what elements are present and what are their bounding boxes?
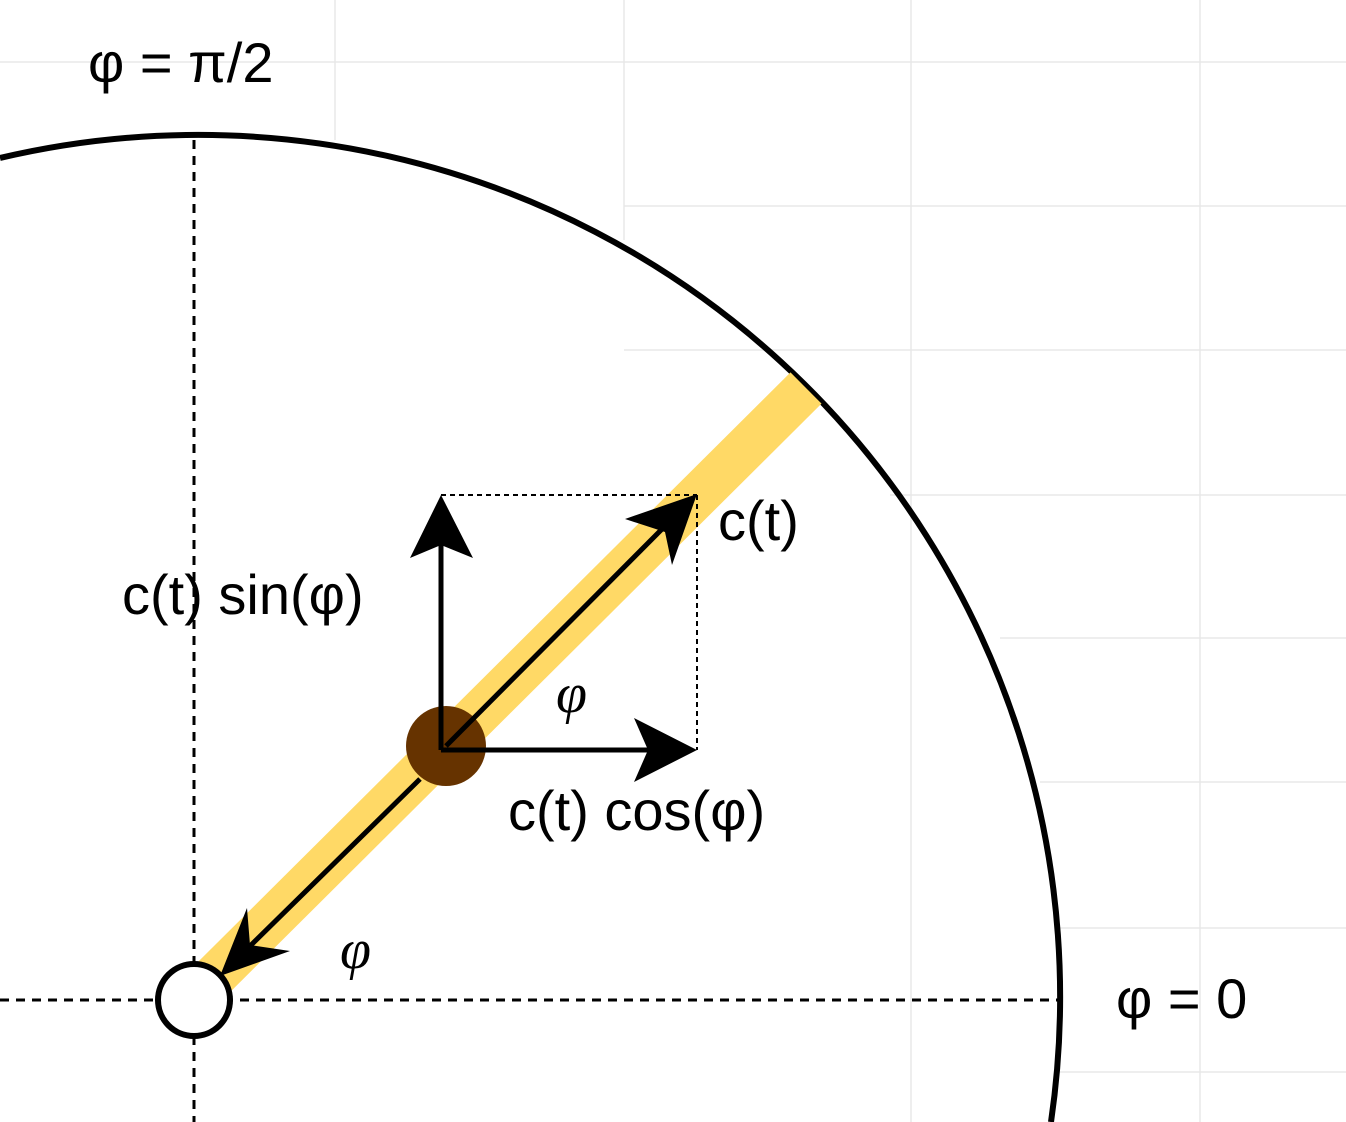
ct-cos-arrowhead [634, 718, 697, 782]
label-phi-zero: φ = 0 [1116, 967, 1247, 1030]
rod-direction-vector [243, 777, 422, 953]
label-phi-rod: φ [340, 919, 371, 981]
label-ct-cos: c(t) cos(φ) [508, 779, 765, 842]
label-ct-sin: c(t) sin(φ) [122, 563, 364, 626]
ct-arrowhead [625, 494, 697, 565]
ct-vector [444, 517, 674, 748]
label-phi-angle: φ [556, 663, 587, 725]
label-phi-half-pi: φ = π/2 [88, 31, 273, 94]
projection-box [441, 494, 698, 750]
label-ct: c(t) [718, 489, 799, 552]
rod-direction-arrowhead [220, 908, 290, 976]
circle-arc [0, 131, 1064, 1122]
ct-sin-arrowhead [410, 495, 473, 558]
pivot-point [155, 961, 233, 1039]
